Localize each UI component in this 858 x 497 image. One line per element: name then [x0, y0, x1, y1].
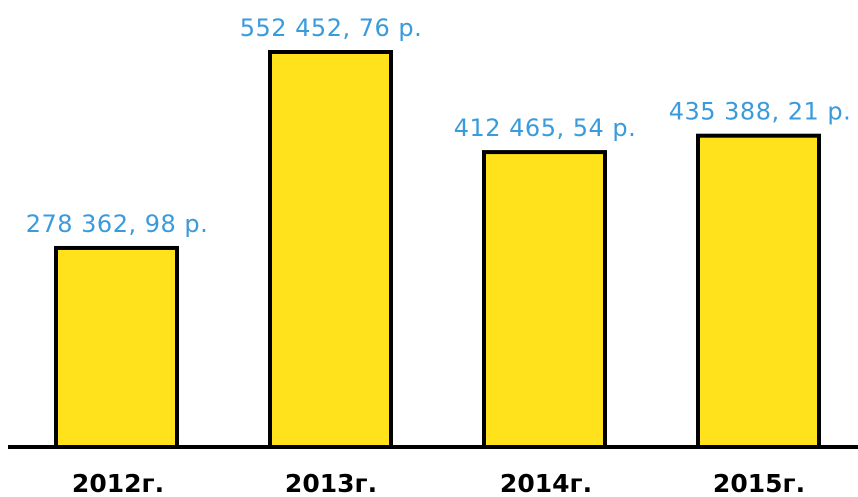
category-label-3: 2015г.	[713, 469, 805, 497]
bars-group	[54, 49, 821, 450]
value-label-0: 278 362, 98 р.	[26, 210, 209, 238]
value-label-2: 412 465, 54 р.	[454, 114, 637, 142]
value-labels-group: 278 362, 98 р. 552 452, 76 р. 412 465, 54 …	[26, 14, 852, 238]
category-label-2: 2014г.	[500, 469, 592, 497]
category-label-1: 2013г.	[285, 469, 377, 497]
bar-1	[268, 49, 393, 449]
bar-3	[696, 133, 821, 450]
category-labels-group: 2012г. 2013г. 2014г. 2015г.	[72, 469, 805, 497]
value-label-1: 552 452, 76 р.	[240, 14, 423, 42]
value-label-3: 435 388, 21 р.	[669, 98, 852, 126]
bar-2	[482, 150, 607, 450]
bar-0	[54, 245, 179, 449]
category-label-0: 2012г.	[72, 469, 164, 497]
